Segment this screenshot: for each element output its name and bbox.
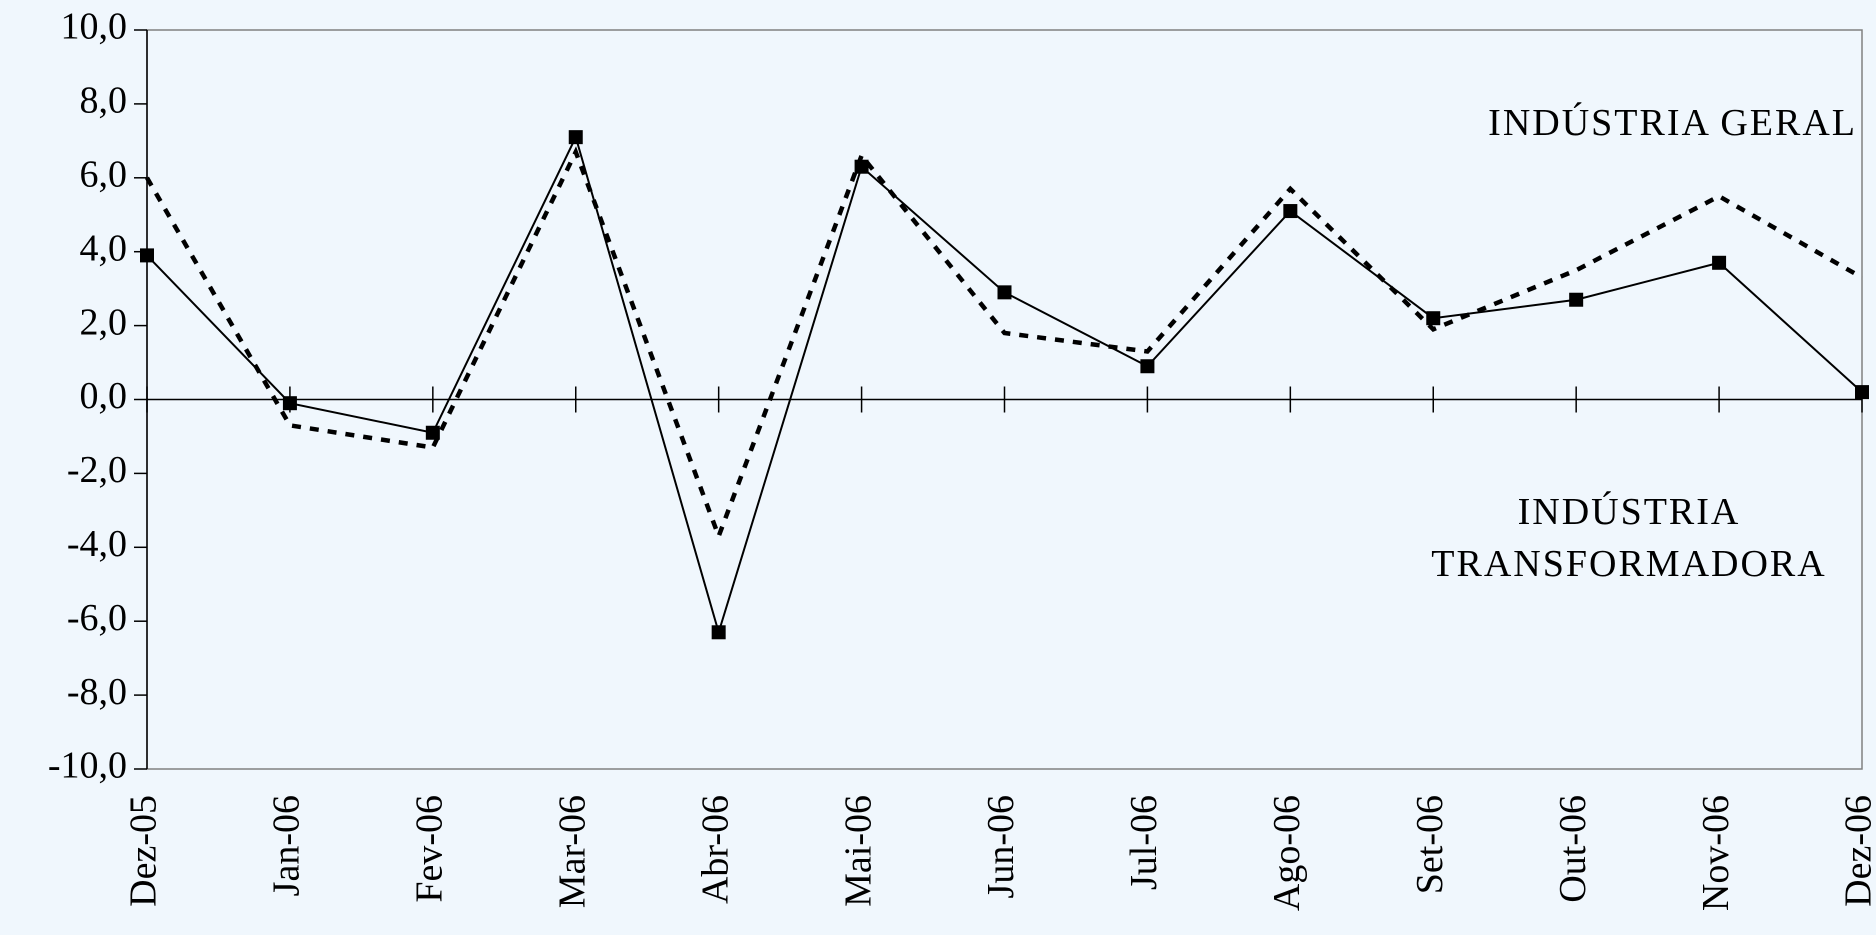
y-tick-label: -4,0 <box>67 523 127 565</box>
y-tick-label: 0,0 <box>80 375 128 417</box>
x-tick-label: Jul-06 <box>1123 795 1165 890</box>
point-marker <box>426 426 440 440</box>
x-tick-label: Abr-06 <box>694 795 736 904</box>
x-tick-label: Ago-06 <box>1266 795 1308 911</box>
x-tick-label: Jun-06 <box>980 795 1022 898</box>
y-tick-label: 8,0 <box>80 80 128 122</box>
page: {"chart_data": {"type": "line", "categor… <box>0 0 1876 935</box>
y-tick-label: -10,0 <box>48 745 127 787</box>
y-tick-label: 2,0 <box>80 301 128 343</box>
y-tick-label: 4,0 <box>80 227 128 269</box>
point-marker <box>1426 311 1440 325</box>
point-marker <box>283 396 297 410</box>
point-marker <box>1712 256 1726 270</box>
y-tick-label: -2,0 <box>67 449 127 491</box>
point-marker <box>1140 359 1154 373</box>
y-tick-label: 6,0 <box>80 154 128 196</box>
series-line <box>147 152 1862 536</box>
point-marker <box>569 130 583 144</box>
point-marker <box>712 625 726 639</box>
point-marker <box>998 285 1012 299</box>
point-marker <box>855 160 869 174</box>
y-tick-label: -6,0 <box>67 597 127 639</box>
x-tick-label: Jan-06 <box>266 795 308 896</box>
y-tick-label: 10,0 <box>61 6 128 48</box>
series-annotation: INDÚSTRIA TRANSFORMADORA <box>1394 486 1864 590</box>
x-tick-label: Dez-05 <box>123 795 165 907</box>
x-tick-label: Out-06 <box>1552 795 1594 903</box>
chart: INDÚSTRIA GERAL -10,0 -8,0 -6,0 -4,0 -2,0 0,0… <box>0 0 1876 935</box>
y-tick-label: -8,0 <box>67 671 127 713</box>
point-marker <box>1855 385 1869 399</box>
point-marker <box>1569 293 1583 307</box>
point-marker <box>1283 204 1297 218</box>
point-marker <box>140 248 154 262</box>
x-tick-label: Mar-06 <box>551 795 593 908</box>
series-annotation: INDÚSTRIA GERAL <box>1488 102 1857 144</box>
x-tick-label: Dez-06 <box>1838 795 1876 907</box>
x-tick-label: Set-06 <box>1409 795 1451 894</box>
x-tick-label: Nov-06 <box>1695 795 1737 911</box>
x-tick-label: Fev-06 <box>409 795 451 903</box>
x-tick-label: Mai-06 <box>837 795 879 907</box>
